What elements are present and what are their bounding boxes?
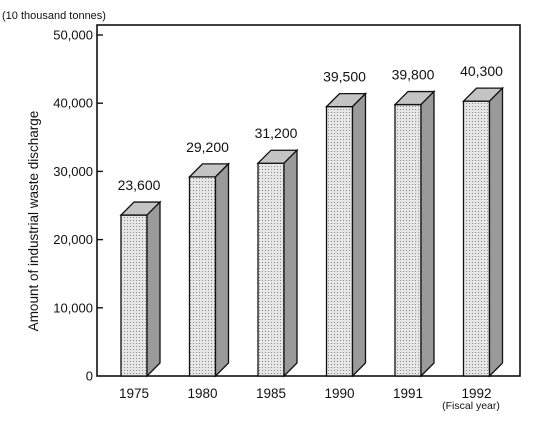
bar-value-label: 39,800 <box>392 67 435 83</box>
bar-side <box>420 89 435 378</box>
bar-value-label: 31,200 <box>255 125 298 141</box>
bar-value-label: 23,600 <box>118 177 161 193</box>
y-tick-label: 20,000 <box>53 232 93 247</box>
x-tick-label: 1990 <box>324 386 354 401</box>
bar-value-label: 29,200 <box>186 139 229 155</box>
bar-front <box>188 176 217 377</box>
y-tick-label: 40,000 <box>53 96 93 111</box>
x-tick-label: 1980 <box>187 386 217 401</box>
x-axis-note: (Fiscal year) <box>442 400 500 412</box>
x-tick-label: 1975 <box>119 386 149 401</box>
plot-frame <box>96 24 521 377</box>
bar <box>461 86 505 378</box>
bar-front <box>462 100 491 377</box>
bar-front <box>120 214 148 377</box>
x-tick-label: 1991 <box>393 386 423 401</box>
bar-value-label: 40,300 <box>460 63 503 79</box>
y-axis-title: Amount of industrial waste discharge <box>26 111 41 332</box>
bar-side <box>214 162 230 378</box>
bar-side <box>351 92 367 378</box>
bars: 23,600 29,200 31,200 39,500 39,800 40,300 <box>118 63 505 378</box>
bar-value-label: 39,500 <box>323 69 366 85</box>
y-axis: 0 10,000 20,000 30,000 40,000 50,000 <box>53 28 103 384</box>
bar <box>187 162 231 378</box>
y-tick-label: 0 <box>86 369 93 384</box>
x-axis: 1975 1980 1985 1990 1991 1992 <box>119 386 492 401</box>
bar-front <box>257 162 285 377</box>
bar-side <box>488 86 504 378</box>
bar <box>119 200 162 378</box>
x-tick-label: 1992 <box>461 386 491 401</box>
x-tick-label: 1985 <box>256 386 286 401</box>
y-tick-label: 30,000 <box>53 164 93 179</box>
y-tick-label: 10,000 <box>53 300 93 315</box>
bar <box>393 89 436 378</box>
bar <box>324 92 368 378</box>
unit-label: (10 thousand tonnes) <box>2 10 106 22</box>
bar <box>256 148 299 378</box>
bar-front <box>325 105 354 377</box>
bar-front <box>394 103 422 377</box>
bar-side <box>146 200 161 378</box>
bar-side <box>283 148 298 378</box>
y-tick-label: 50,000 <box>53 28 93 43</box>
